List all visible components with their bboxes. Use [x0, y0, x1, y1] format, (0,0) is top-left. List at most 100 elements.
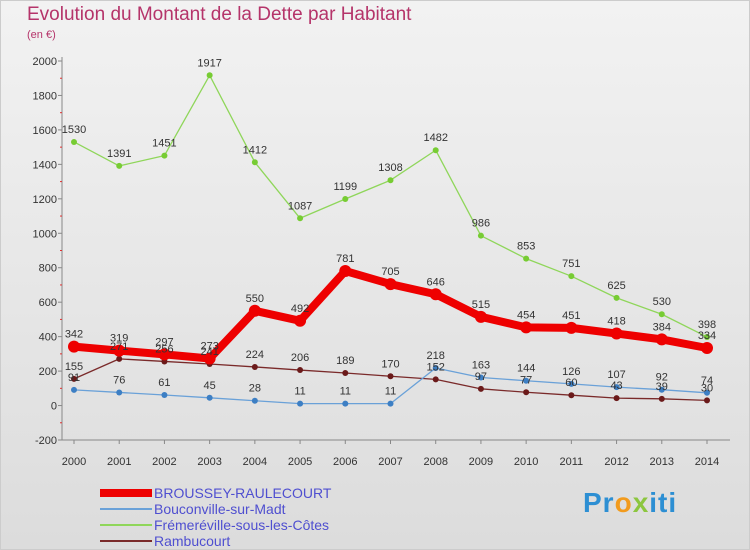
- y-tick-label: 2000: [33, 56, 57, 68]
- data-point: [251, 159, 258, 166]
- data-point: [342, 400, 349, 407]
- data-point: [477, 385, 484, 392]
- data-point: [71, 386, 77, 393]
- data-label: 30: [701, 382, 713, 394]
- data-point: [655, 333, 668, 346]
- x-tick-label: 2009: [469, 456, 493, 468]
- data-label: 418: [607, 316, 625, 328]
- legend-label: BROUSSEY-RAULECOURT: [154, 485, 332, 501]
- data-point: [161, 392, 168, 399]
- data-label: 384: [653, 321, 671, 333]
- data-label: 625: [607, 280, 625, 292]
- y-tick-label: 800: [39, 263, 57, 275]
- data-point: [387, 373, 394, 380]
- x-tick-label: 2007: [378, 456, 402, 468]
- data-point: [477, 374, 484, 381]
- y-tick-label: 1400: [33, 159, 57, 171]
- data-label: 1530: [62, 124, 86, 136]
- data-point: [704, 333, 710, 340]
- y-tick-label: 200: [39, 366, 57, 378]
- data-label: 334: [698, 330, 716, 342]
- legend-swatch: [100, 489, 152, 497]
- x-tick-label: 2011: [560, 456, 584, 468]
- data-point: [116, 162, 123, 169]
- chart-title: Evolution du Montant de la Dette par Hab…: [27, 4, 412, 25]
- data-point: [158, 348, 171, 361]
- data-label: 1391: [107, 148, 131, 160]
- data-point: [704, 397, 710, 404]
- y-tick-label: 1000: [33, 228, 57, 240]
- data-point: [432, 147, 439, 154]
- data-label: 144: [517, 363, 535, 375]
- series-0: [68, 265, 713, 365]
- x-tick-label: 2002: [152, 456, 176, 468]
- series-line: [73, 74, 708, 338]
- data-label: 45: [204, 380, 216, 392]
- data-label: 319: [110, 333, 128, 345]
- data-point: [565, 321, 578, 334]
- series-1: [71, 364, 710, 407]
- series-3: [71, 355, 710, 404]
- x-tick-label: 2000: [62, 456, 86, 468]
- data-point: [116, 389, 123, 396]
- data-label: 241: [200, 346, 218, 358]
- data-label: 126: [562, 366, 580, 378]
- data-point: [71, 138, 77, 145]
- data-label: 451: [562, 310, 580, 322]
- data-point: [474, 310, 487, 323]
- data-point: [116, 355, 123, 362]
- y-tick-label: 400: [39, 332, 57, 344]
- data-point: [68, 340, 80, 353]
- y-tick-label: 1600: [33, 125, 57, 137]
- x-tick-label: 2001: [107, 456, 131, 468]
- data-label: 74: [701, 375, 713, 387]
- data-point: [613, 294, 620, 301]
- data-label: 297: [155, 336, 173, 348]
- data-point: [658, 395, 665, 402]
- data-point: [342, 369, 349, 376]
- data-label: 11: [385, 386, 396, 398]
- y-tick-label: 1800: [33, 90, 57, 102]
- data-label: 218: [427, 350, 445, 362]
- x-tick-label: 2004: [243, 456, 267, 468]
- data-label: 206: [291, 352, 309, 364]
- data-point: [342, 195, 349, 202]
- data-label: 28: [249, 383, 261, 395]
- data-label: 256: [155, 343, 173, 355]
- series-2: [71, 72, 710, 340]
- data-point: [610, 327, 623, 340]
- data-label: 77: [520, 374, 532, 386]
- data-point: [568, 273, 575, 280]
- data-label: 1451: [152, 138, 176, 150]
- data-label: 273: [200, 341, 218, 353]
- data-label: 92: [656, 372, 668, 384]
- data-point: [387, 177, 394, 184]
- data-point: [568, 380, 575, 387]
- data-label: 646: [427, 276, 445, 288]
- data-point: [251, 363, 258, 370]
- data-label: 1199: [333, 181, 357, 193]
- y-tick-label: 0: [51, 401, 57, 413]
- data-label: 43: [610, 380, 622, 392]
- data-point: [613, 384, 620, 391]
- data-point: [251, 397, 258, 404]
- data-label: 1482: [423, 132, 447, 144]
- data-point: [248, 304, 261, 317]
- data-point: [203, 352, 216, 365]
- data-label: 550: [246, 293, 264, 305]
- data-label: 271: [110, 341, 128, 353]
- data-label: 398: [698, 319, 716, 331]
- data-point: [297, 215, 304, 222]
- data-label: 1087: [288, 200, 312, 212]
- data-point: [432, 376, 439, 383]
- proxiti-logo: Proxiti: [583, 487, 678, 518]
- data-point: [206, 394, 213, 401]
- data-point: [161, 152, 168, 159]
- data-label: 39: [656, 381, 668, 393]
- data-point: [704, 389, 710, 396]
- x-tick-label: 2005: [288, 456, 312, 468]
- data-label: 189: [336, 355, 354, 367]
- legend-label: Frémeréville-sous-les-Côtes: [154, 517, 330, 533]
